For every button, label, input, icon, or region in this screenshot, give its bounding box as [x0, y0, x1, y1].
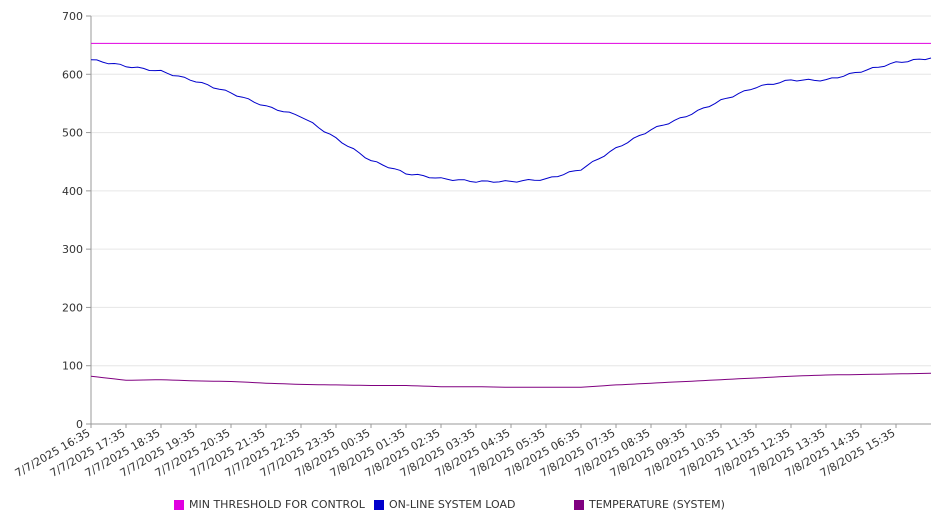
legend-label: TEMPERATURE (SYSTEM) [589, 498, 725, 511]
y-tick-label: 700 [62, 10, 83, 23]
series-lines [90, 42, 932, 388]
series-line-2 [90, 372, 932, 388]
y-tick-label: 100 [62, 360, 83, 373]
y-tick-label: 200 [62, 301, 83, 314]
y-tick-label: 500 [62, 127, 83, 140]
chart-legend: MIN THRESHOLD FOR CONTROL ON-LINE SYSTEM … [0, 498, 946, 518]
legend-swatch [374, 499, 384, 510]
y-tick-label: 0 [76, 418, 83, 431]
legend-swatch [174, 499, 184, 510]
y-axis-ticks: 0 100 200 300 400 500 600 700 [62, 10, 83, 431]
legend-item[interactable]: MIN THRESHOLD FOR CONTROL [174, 498, 365, 511]
chart-axes [86, 15, 931, 428]
legend-item[interactable]: ON-LINE SYSTEM LOAD [374, 498, 515, 511]
y-tick-label: 300 [62, 243, 83, 256]
y-tick-label: 400 [62, 185, 83, 198]
x-axis-ticks: 7/7/2025 16:357/7/2025 17:357/7/2025 18:… [13, 426, 898, 480]
series-line-1 [90, 57, 932, 183]
y-tick-label: 600 [62, 68, 83, 81]
legend-swatch [574, 499, 584, 510]
legend-label: ON-LINE SYSTEM LOAD [389, 498, 516, 511]
legend-label: MIN THRESHOLD FOR CONTROL [189, 498, 365, 511]
chart-grid [91, 15, 931, 367]
legend-item[interactable]: TEMPERATURE (SYSTEM) [574, 498, 725, 511]
